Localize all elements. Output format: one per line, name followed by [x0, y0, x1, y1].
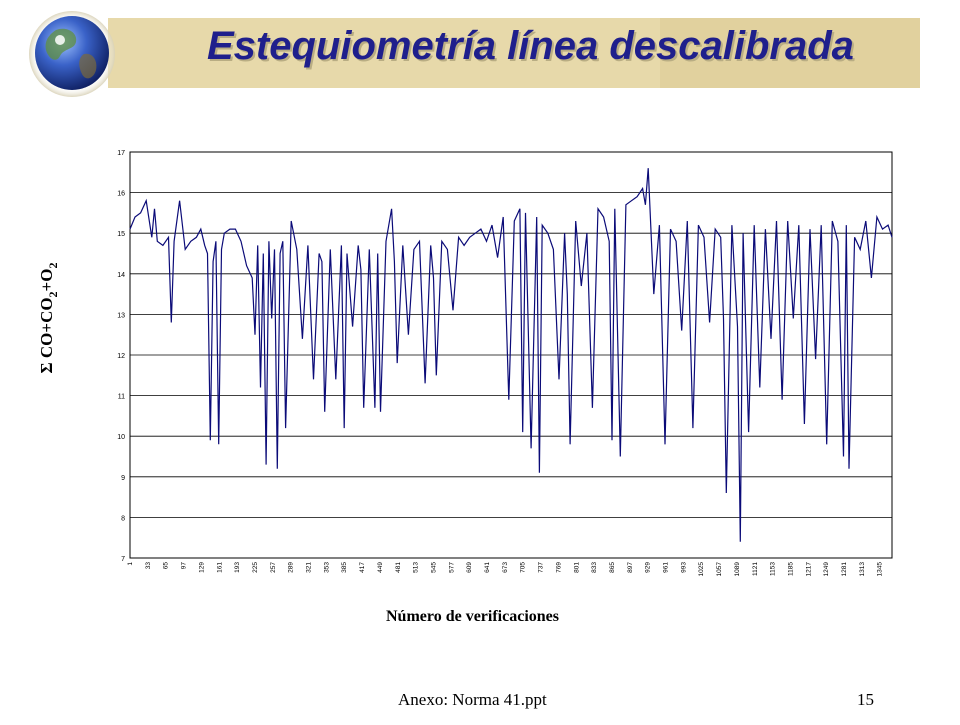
- x-tick-labels: 1 33 65 97 129 161 193 225 257 289 321 353 385 417 449…: [127, 562, 884, 577]
- y-tick-label: 9: [121, 475, 125, 482]
- x-tick-label: 33: [145, 562, 152, 570]
- y-axis-label-part: +O: [37, 269, 56, 292]
- y-axis-label-part: 2: [46, 263, 60, 269]
- x-tick-label: 609: [466, 562, 473, 573]
- x-tick-label: 417: [359, 562, 366, 573]
- x-tick-label: 321: [306, 562, 313, 573]
- x-tick-label: 1281: [841, 562, 848, 577]
- x-tick-label: 769: [555, 562, 562, 573]
- x-tick-label: 1313: [859, 562, 866, 577]
- x-tick-label: 801: [573, 562, 580, 573]
- x-tick-label: 641: [484, 562, 491, 573]
- title-banner: [108, 18, 920, 88]
- y-tick-label: 12: [117, 353, 125, 360]
- x-tick-label: 737: [538, 562, 545, 573]
- slide-number: 15: [857, 690, 874, 709]
- x-tick-label: 385: [341, 562, 348, 573]
- x-tick-label: 865: [609, 562, 616, 573]
- x-tick-label: 225: [252, 562, 259, 573]
- x-tick-label: 353: [323, 562, 330, 573]
- y-tick-labels: 7 8 9 10 11 12 13 14 15 16 17: [117, 150, 125, 563]
- x-tick-label: 1121: [752, 562, 759, 576]
- y-tick-label: 16: [117, 191, 125, 198]
- x-tick-label: 129: [198, 562, 205, 573]
- y-tick-label: 11: [118, 394, 125, 401]
- x-tick-label: 1217: [805, 562, 812, 577]
- chart-gridlines: [130, 151, 892, 559]
- x-tick-label: 161: [216, 562, 223, 573]
- x-tick-label: 1089: [734, 562, 741, 577]
- x-tick-label: 993: [680, 562, 687, 573]
- x-tick-label: 929: [645, 562, 652, 573]
- x-tick-label: 449: [377, 562, 384, 573]
- slide-title: Estequiometría línea descalibrada: [207, 24, 854, 68]
- x-tick-label: 289: [288, 562, 295, 573]
- x-tick-label: 673: [502, 562, 509, 573]
- x-tick-label: 481: [395, 562, 402, 573]
- x-tick-label: 577: [448, 562, 455, 573]
- y-tick-label: 17: [117, 150, 125, 157]
- banner-map-texture: [660, 18, 920, 88]
- x-tick-label: 1153: [770, 562, 777, 576]
- x-tick-label: 545: [430, 562, 437, 573]
- y-axis-label: Σ CO+CO2+O2: [37, 263, 60, 374]
- y-tick-label: 15: [117, 231, 125, 238]
- x-tick-label: 1025: [698, 562, 705, 577]
- x-tick-label: 897: [627, 562, 634, 573]
- plot-area-border: [129, 151, 893, 559]
- y-axis-label-part: 2: [46, 291, 60, 297]
- series-line: [129, 168, 893, 542]
- x-tick-label: 193: [234, 562, 241, 573]
- x-tick-label: 961: [663, 562, 670, 573]
- footer-filename: Anexo: Norma 41.ppt: [398, 690, 547, 709]
- x-axis-label: Número de verificaciones: [386, 608, 559, 625]
- x-tick-label: 1185: [787, 562, 794, 576]
- x-tick-label: 97: [181, 562, 188, 570]
- x-tick-label: 705: [520, 562, 527, 573]
- x-tick-label: 833: [591, 562, 598, 573]
- x-tick-label: 1: [127, 562, 134, 566]
- y-tick-label: 10: [117, 434, 125, 441]
- x-tick-label: 1057: [716, 562, 723, 577]
- x-tick-label: 65: [163, 562, 170, 570]
- y-tick-label: 13: [117, 312, 125, 319]
- x-tick-label: 257: [270, 562, 277, 573]
- y-axis-label-part: Σ CO+CO: [37, 297, 56, 373]
- globe-icon: [26, 8, 134, 98]
- y-tick-label: 14: [117, 272, 125, 279]
- y-tick-label: 8: [121, 515, 125, 522]
- x-tick-label: 1345: [877, 562, 884, 577]
- y-tick-label: 7: [121, 556, 125, 563]
- x-tick-label: 1249: [823, 562, 830, 577]
- x-tick-label: 513: [413, 562, 420, 573]
